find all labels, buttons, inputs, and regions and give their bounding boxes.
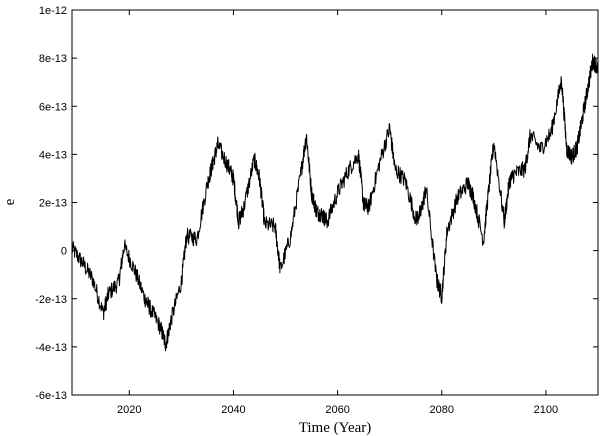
y-tick-label: 6e-13 — [39, 101, 67, 113]
y-axis: -6e-13 -4e-13 -2e-13 0 2e-13 4e-13 6e-13 8e-13 1… — [35, 5, 598, 402]
x-axis: 2020 2040 2060 2080 2100 — [117, 10, 558, 416]
y-axis-title: e — [2, 198, 18, 205]
series-layer — [71, 53, 599, 352]
y-tick-label: -6e-13 — [35, 390, 67, 402]
y-tick-label: 2e-13 — [39, 198, 67, 210]
y-tick-label: -4e-13 — [35, 342, 67, 354]
y-tick-label: 0 — [61, 246, 67, 258]
y-tick-label: 8e-13 — [39, 53, 67, 65]
x-tick-label: 2060 — [325, 404, 349, 416]
x-tick-label: 2040 — [221, 404, 245, 416]
y-tick-label: -2e-13 — [35, 294, 67, 306]
x-tick-label: 2100 — [534, 404, 558, 416]
y-tick-label: 4e-13 — [39, 149, 67, 161]
x-tick-label: 2020 — [117, 404, 141, 416]
x-tick-label: 2080 — [430, 404, 454, 416]
x-axis-title: Time (Year) — [299, 420, 372, 436]
y-tick-label: 1e-12 — [39, 5, 67, 17]
series-line-0 — [71, 53, 599, 352]
